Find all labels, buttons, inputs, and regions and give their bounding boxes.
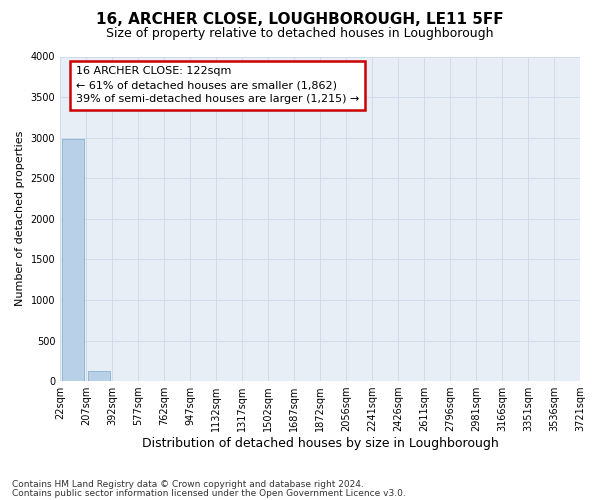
Bar	[62, 139, 84, 381]
Text: 16 ARCHER CLOSE: 122sqm
← 61% of detached houses are smaller (1,862)
39% of semi: 16 ARCHER CLOSE: 122sqm ← 61% of detache…	[76, 66, 359, 104]
Text: Size of property relative to detached houses in Loughborough: Size of property relative to detached ho…	[106, 28, 494, 40]
Text: Contains HM Land Registry data © Crown copyright and database right 2024.: Contains HM Land Registry data © Crown c…	[12, 480, 364, 489]
Text: 16, ARCHER CLOSE, LOUGHBOROUGH, LE11 5FF: 16, ARCHER CLOSE, LOUGHBOROUGH, LE11 5FF	[96, 12, 504, 28]
Text: Contains public sector information licensed under the Open Government Licence v3: Contains public sector information licen…	[12, 489, 406, 498]
Y-axis label: Number of detached properties: Number of detached properties	[15, 131, 25, 306]
Bar	[88, 372, 110, 381]
X-axis label: Distribution of detached houses by size in Loughborough: Distribution of detached houses by size …	[142, 437, 499, 450]
